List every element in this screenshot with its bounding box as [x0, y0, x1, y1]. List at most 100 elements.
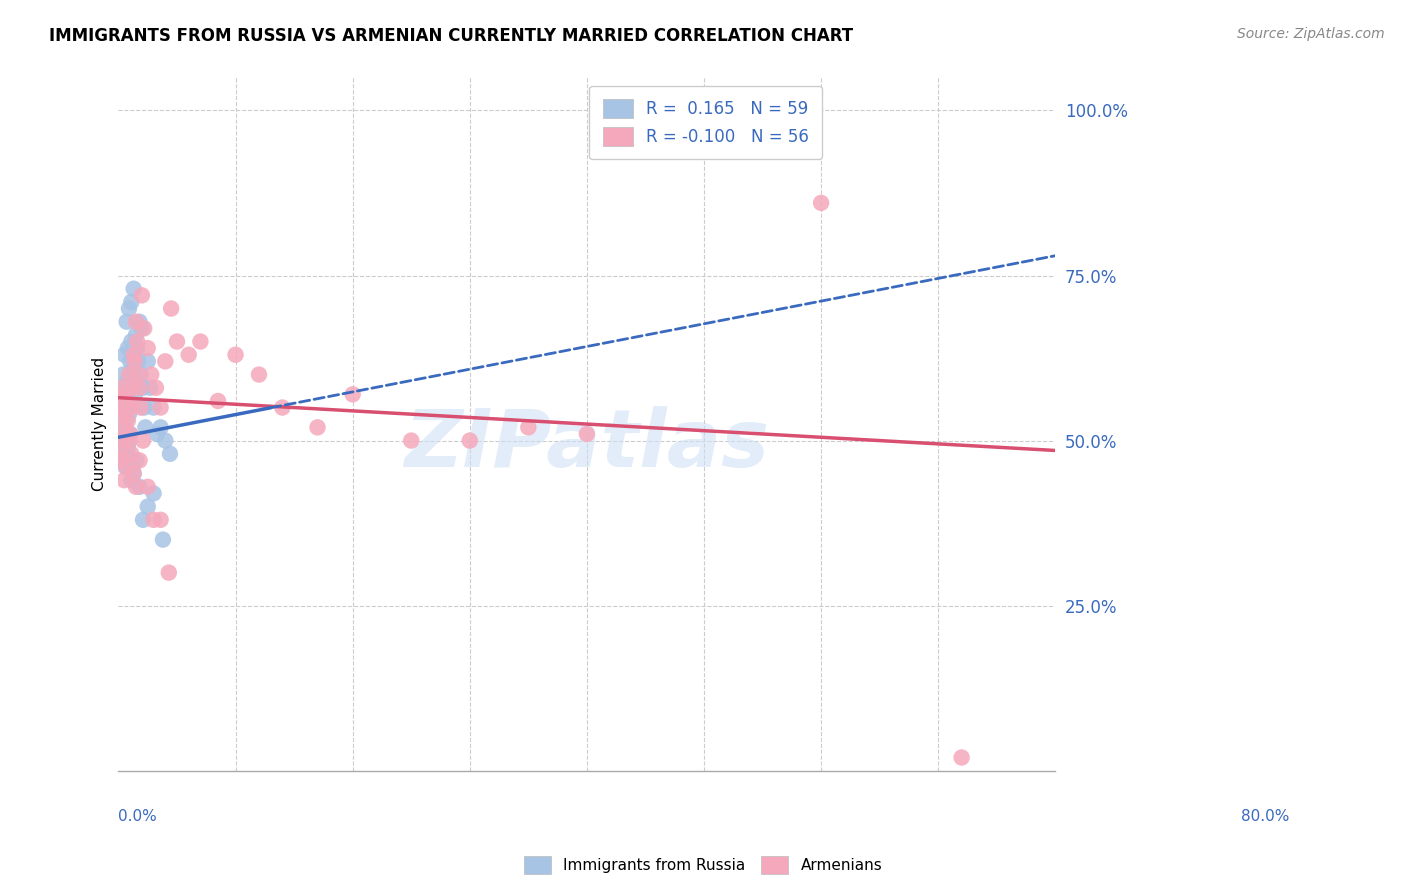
Point — [118, 368, 141, 382]
Point — [517, 420, 540, 434]
Point — [160, 301, 183, 316]
Point — [145, 381, 167, 395]
Point — [134, 401, 156, 415]
Point — [124, 368, 146, 382]
Text: 80.0%: 80.0% — [1241, 809, 1289, 824]
Point — [125, 453, 148, 467]
Point — [131, 321, 153, 335]
Point — [112, 348, 135, 362]
Point — [118, 434, 141, 448]
Point — [132, 513, 155, 527]
Point — [120, 427, 142, 442]
Point — [108, 447, 131, 461]
Point — [110, 401, 132, 415]
Point — [307, 420, 329, 434]
Point — [122, 467, 145, 481]
Point — [136, 500, 159, 514]
Point — [124, 354, 146, 368]
Point — [115, 315, 138, 329]
Point — [120, 447, 142, 461]
Text: IMMIGRANTS FROM RUSSIA VS ARMENIAN CURRENTLY MARRIED CORRELATION CHART: IMMIGRANTS FROM RUSSIA VS ARMENIAN CURRE… — [49, 27, 853, 45]
Text: 0.0%: 0.0% — [118, 809, 157, 824]
Point — [122, 467, 145, 481]
Point — [127, 334, 149, 349]
Point — [129, 368, 152, 382]
Point — [120, 401, 142, 415]
Point — [125, 315, 148, 329]
Point — [111, 381, 134, 395]
Point — [112, 368, 135, 382]
Point — [142, 401, 165, 415]
Point — [118, 434, 141, 448]
Point — [125, 327, 148, 342]
Point — [136, 341, 159, 355]
Point — [127, 354, 149, 368]
Point — [111, 434, 134, 448]
Point — [139, 381, 162, 395]
Point — [177, 348, 200, 362]
Legend: R =  0.165   N = 59, R = -0.100   N = 56: R = 0.165 N = 59, R = -0.100 N = 56 — [589, 86, 823, 160]
Point — [122, 282, 145, 296]
Point — [149, 420, 172, 434]
Point — [114, 414, 136, 428]
Point — [152, 533, 174, 547]
Point — [190, 334, 212, 349]
Point — [157, 566, 180, 580]
Point — [111, 434, 134, 448]
Point — [114, 387, 136, 401]
Text: Source: ZipAtlas.com: Source: ZipAtlas.com — [1237, 27, 1385, 41]
Y-axis label: Currently Married: Currently Married — [93, 357, 107, 491]
Point — [120, 334, 142, 349]
Point — [115, 394, 138, 409]
Point — [127, 368, 149, 382]
Point — [575, 427, 598, 442]
Point — [142, 513, 165, 527]
Point — [128, 381, 150, 395]
Point — [155, 434, 177, 448]
Point — [124, 387, 146, 401]
Point — [117, 341, 139, 355]
Point — [225, 348, 247, 362]
Point — [112, 407, 135, 421]
Point — [120, 427, 142, 442]
Text: ZIPatlas: ZIPatlas — [405, 406, 769, 483]
Legend: Immigrants from Russia, Armenians: Immigrants from Russia, Armenians — [517, 850, 889, 880]
Point — [121, 381, 143, 395]
Point — [136, 354, 159, 368]
Point — [114, 394, 136, 409]
Point — [115, 460, 138, 475]
Point — [166, 334, 188, 349]
Point — [117, 374, 139, 388]
Point — [132, 434, 155, 448]
Point — [117, 414, 139, 428]
Point — [115, 447, 138, 461]
Point — [112, 473, 135, 487]
Point — [118, 407, 141, 421]
Point — [112, 427, 135, 442]
Point — [108, 434, 131, 448]
Point — [342, 387, 364, 401]
Point — [121, 361, 143, 376]
Point — [134, 420, 156, 434]
Point — [112, 420, 135, 434]
Point — [115, 387, 138, 401]
Point — [141, 368, 163, 382]
Point — [122, 348, 145, 362]
Point — [120, 294, 142, 309]
Point — [110, 401, 132, 415]
Point — [142, 486, 165, 500]
Point — [110, 453, 132, 467]
Point — [114, 460, 136, 475]
Point — [112, 420, 135, 434]
Point — [149, 401, 172, 415]
Point — [399, 434, 422, 448]
Point — [121, 460, 143, 475]
Point — [112, 420, 135, 434]
Point — [128, 453, 150, 467]
Point — [117, 440, 139, 454]
Point — [146, 427, 169, 442]
Point — [159, 447, 181, 461]
Point — [136, 480, 159, 494]
Point — [111, 381, 134, 395]
Point — [112, 447, 135, 461]
